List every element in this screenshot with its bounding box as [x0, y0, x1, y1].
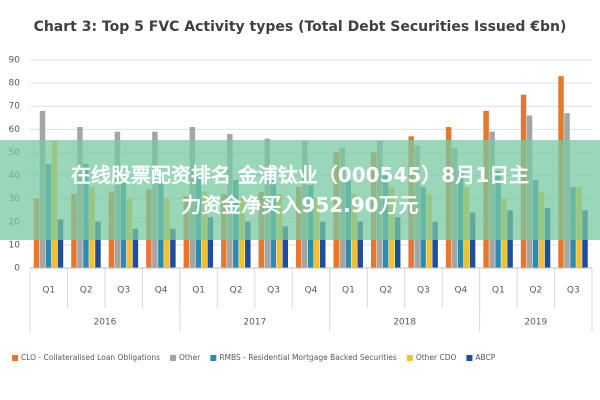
y-tick-label: 0	[14, 264, 20, 274]
x-tick-label: Q2	[380, 286, 393, 296]
x-tick-label: Q4	[305, 286, 318, 296]
legend-swatch	[406, 355, 413, 361]
legend-label: CLO - Collateralised Loan Obligations	[21, 353, 160, 362]
x-tick-label: Q1	[492, 286, 505, 296]
x-tick-label: Q4	[454, 286, 467, 296]
bar	[282, 226, 289, 268]
bar	[170, 228, 176, 268]
x-tick-label: Q4	[155, 286, 168, 296]
y-tick-label: 60	[9, 125, 21, 135]
legend-label: ABCP	[475, 353, 495, 362]
bar	[319, 221, 326, 268]
legend-label: RMBS - Residential Mortgage Backed Secur…	[219, 353, 397, 362]
y-tick-label: 80	[9, 79, 21, 89]
legend-swatch	[210, 355, 217, 361]
banner-line: 力资金净买入952.90万元	[181, 193, 419, 217]
legend-label: Other CDO	[416, 353, 457, 362]
x-tick-label: Q2	[80, 286, 93, 296]
x-tick-label: Q1	[192, 286, 205, 296]
chart-title: Chart 3: Top 5 FVC Activity types (Total…	[34, 19, 567, 35]
banner-line: 在线股票配资排名 金浦钛业（000545）8月1日主	[70, 163, 530, 187]
year-label: 2018	[393, 318, 416, 328]
x-tick-label: Q3	[417, 286, 430, 296]
banner: 在线股票配资排名 金浦钛业（000545）8月1日主 力资金净买入952.90万元	[0, 140, 600, 240]
year-label: 2017	[243, 318, 266, 328]
legend-swatch	[12, 355, 18, 361]
x-tick-label: Q2	[230, 286, 243, 296]
bar	[469, 212, 476, 268]
y-tick-label: 10	[9, 240, 21, 250]
bar	[245, 221, 251, 268]
bar	[57, 219, 64, 268]
bar	[95, 221, 101, 268]
y-tick-label: 90	[9, 56, 21, 66]
bar	[432, 221, 438, 268]
legend-swatch	[466, 355, 473, 361]
x-tick-label: Q1	[42, 286, 55, 296]
bar	[132, 228, 139, 268]
x-tick-label: Q3	[567, 286, 580, 296]
bar	[207, 217, 214, 268]
bar	[394, 217, 401, 268]
year-label: 2016	[93, 318, 116, 328]
legend-label: Other	[179, 353, 201, 362]
legend-swatch	[170, 355, 177, 361]
x-tick-label: Q3	[117, 286, 130, 296]
bar	[357, 221, 363, 268]
x-tick-label: Q1	[342, 286, 355, 296]
y-tick-label: 70	[9, 102, 21, 112]
x-tick-label: Q3	[267, 286, 280, 296]
year-label: 2019	[524, 318, 547, 328]
x-tick-label: Q2	[529, 286, 542, 296]
